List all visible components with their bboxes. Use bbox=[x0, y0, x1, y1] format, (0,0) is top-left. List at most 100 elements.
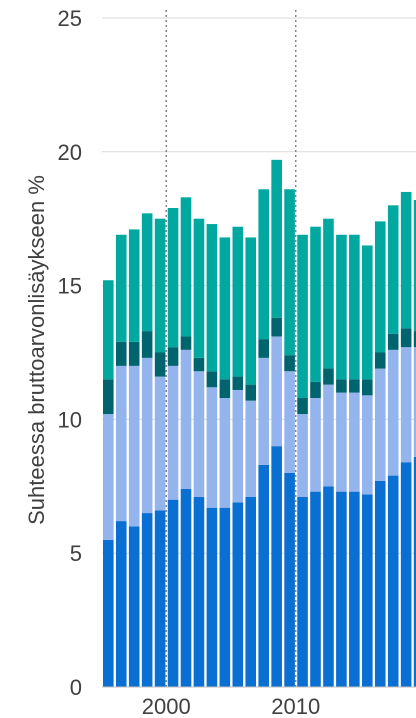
bar-2014-segment-3 bbox=[349, 379, 360, 393]
bar-2003-segment-4 bbox=[206, 224, 218, 372]
bar-2008-segment-2 bbox=[271, 336, 282, 447]
y-tick-label-25: 25 bbox=[58, 6, 82, 31]
bar-2012-segment-4 bbox=[323, 218, 334, 369]
bar-2004-segment-4 bbox=[219, 237, 231, 380]
bar-2002-segment-3 bbox=[193, 357, 205, 372]
bar-2010-segment-4 bbox=[297, 234, 308, 398]
bar-2018-segment-3 bbox=[400, 328, 412, 348]
bar-1999-segment-2 bbox=[154, 376, 166, 511]
bar-2012-segment-2 bbox=[323, 384, 334, 487]
bar-2001-segment-2 bbox=[180, 349, 192, 489]
bar-2018-segment-2 bbox=[400, 347, 412, 463]
bar-2015-segment-3 bbox=[362, 379, 373, 396]
tick-labels: 0 5 10 15 20 25 2000 2010 bbox=[58, 6, 321, 718]
bar-2003-segment-2 bbox=[206, 387, 218, 508]
bar-2014-segment-1 bbox=[349, 491, 360, 687]
bar-2001-segment-3 bbox=[180, 336, 192, 350]
x-tick-label-2010: 2010 bbox=[271, 694, 320, 718]
bar-2007-segment-2 bbox=[258, 357, 269, 465]
bar-2013-segment-1 bbox=[336, 491, 347, 687]
y-tick-label-20: 20 bbox=[58, 140, 82, 165]
bar-1995-segment-2 bbox=[103, 414, 114, 540]
bar-2015-segment-2 bbox=[362, 395, 373, 495]
bars bbox=[103, 159, 416, 687]
bar-2002-segment-2 bbox=[193, 371, 205, 498]
bar-1998-segment-3 bbox=[141, 331, 153, 358]
bar-1995-segment-1 bbox=[103, 539, 114, 687]
bar-2000-segment-2 bbox=[167, 365, 179, 500]
bar-2008-segment-3 bbox=[271, 317, 282, 337]
bar-2013-segment-4 bbox=[336, 234, 347, 380]
bar-2000-segment-3 bbox=[167, 347, 179, 366]
bar-2015-segment-4 bbox=[362, 245, 373, 380]
bar-2006-segment-4 bbox=[245, 237, 257, 385]
bar-1997-segment-1 bbox=[128, 526, 140, 687]
bar-2005-segment-2 bbox=[232, 389, 244, 503]
bar-2009-segment-2 bbox=[284, 371, 295, 473]
bar-2019-segment-4 bbox=[413, 199, 416, 332]
bar-2018-segment-4 bbox=[400, 191, 412, 329]
y-tick-label-5: 5 bbox=[70, 541, 82, 566]
bar-2015-segment-1 bbox=[362, 494, 373, 687]
bar-2011-segment-1 bbox=[310, 491, 321, 687]
bar-2011-segment-4 bbox=[310, 226, 321, 382]
bar-2001-segment-1 bbox=[180, 488, 192, 687]
bar-2014-segment-4 bbox=[349, 234, 360, 380]
bar-2002-segment-4 bbox=[193, 218, 205, 358]
bar-2000-segment-4 bbox=[167, 207, 179, 348]
bar-1996-segment-4 bbox=[115, 234, 127, 342]
bar-2008-segment-1 bbox=[271, 446, 282, 687]
bar-2009-segment-3 bbox=[284, 355, 295, 372]
bar-1997-segment-3 bbox=[128, 341, 140, 366]
bar-1997-segment-4 bbox=[128, 229, 140, 342]
bar-2006-segment-1 bbox=[245, 497, 257, 687]
bar-2010-segment-1 bbox=[297, 497, 308, 687]
bar-2007-segment-4 bbox=[258, 189, 269, 340]
bar-2009-segment-1 bbox=[284, 472, 295, 687]
bar-2016-segment-2 bbox=[374, 368, 386, 481]
bar-1998-segment-4 bbox=[141, 213, 153, 332]
bar-2019-segment-3 bbox=[413, 331, 416, 348]
bar-2017-segment-3 bbox=[387, 333, 399, 350]
bar-2016-segment-1 bbox=[374, 480, 386, 687]
bar-2016-segment-3 bbox=[374, 352, 386, 369]
bar-1996-segment-1 bbox=[115, 521, 127, 687]
bar-1999-segment-1 bbox=[154, 510, 166, 687]
y-tick-label-10: 10 bbox=[58, 407, 82, 432]
bar-1998-segment-1 bbox=[141, 513, 153, 687]
bar-1998-segment-2 bbox=[141, 357, 153, 514]
bar-2007-segment-1 bbox=[258, 464, 269, 687]
bar-1995-segment-4 bbox=[103, 280, 114, 380]
bar-2004-segment-2 bbox=[219, 397, 231, 508]
bar-2009-segment-4 bbox=[284, 189, 295, 356]
bar-1997-segment-2 bbox=[128, 365, 140, 527]
bar-2014-segment-2 bbox=[349, 392, 360, 492]
bar-2011-segment-2 bbox=[310, 397, 321, 492]
bar-2012-segment-3 bbox=[323, 368, 334, 385]
x-tick-label-2000: 2000 bbox=[142, 694, 191, 718]
bar-2003-segment-3 bbox=[206, 371, 218, 388]
bar-2004-segment-3 bbox=[219, 379, 231, 398]
bar-2008-segment-4 bbox=[271, 159, 282, 318]
bar-2013-segment-2 bbox=[336, 392, 347, 492]
bar-2010-segment-2 bbox=[297, 414, 308, 498]
bar-2017-segment-4 bbox=[387, 205, 399, 334]
bar-2019-segment-1 bbox=[413, 456, 416, 687]
bar-2007-segment-3 bbox=[258, 339, 269, 358]
bar-2017-segment-1 bbox=[387, 475, 399, 687]
bar-2001-segment-4 bbox=[180, 197, 192, 337]
bar-2017-segment-2 bbox=[387, 349, 399, 476]
bar-2005-segment-4 bbox=[232, 226, 244, 377]
bar-1999-segment-3 bbox=[154, 352, 166, 377]
bar-2012-segment-1 bbox=[323, 486, 334, 687]
bar-2006-segment-2 bbox=[245, 400, 257, 498]
bar-1999-segment-4 bbox=[154, 218, 166, 353]
bar-2013-segment-3 bbox=[336, 379, 347, 393]
bar-2005-segment-1 bbox=[232, 502, 244, 687]
bar-2010-segment-3 bbox=[297, 397, 308, 415]
bar-1995-segment-3 bbox=[103, 379, 114, 415]
bar-2006-segment-3 bbox=[245, 384, 257, 401]
bar-1996-segment-2 bbox=[115, 365, 127, 522]
y-axis-title: Suhteessa bruttoarvonlisäykseen % bbox=[24, 175, 49, 525]
